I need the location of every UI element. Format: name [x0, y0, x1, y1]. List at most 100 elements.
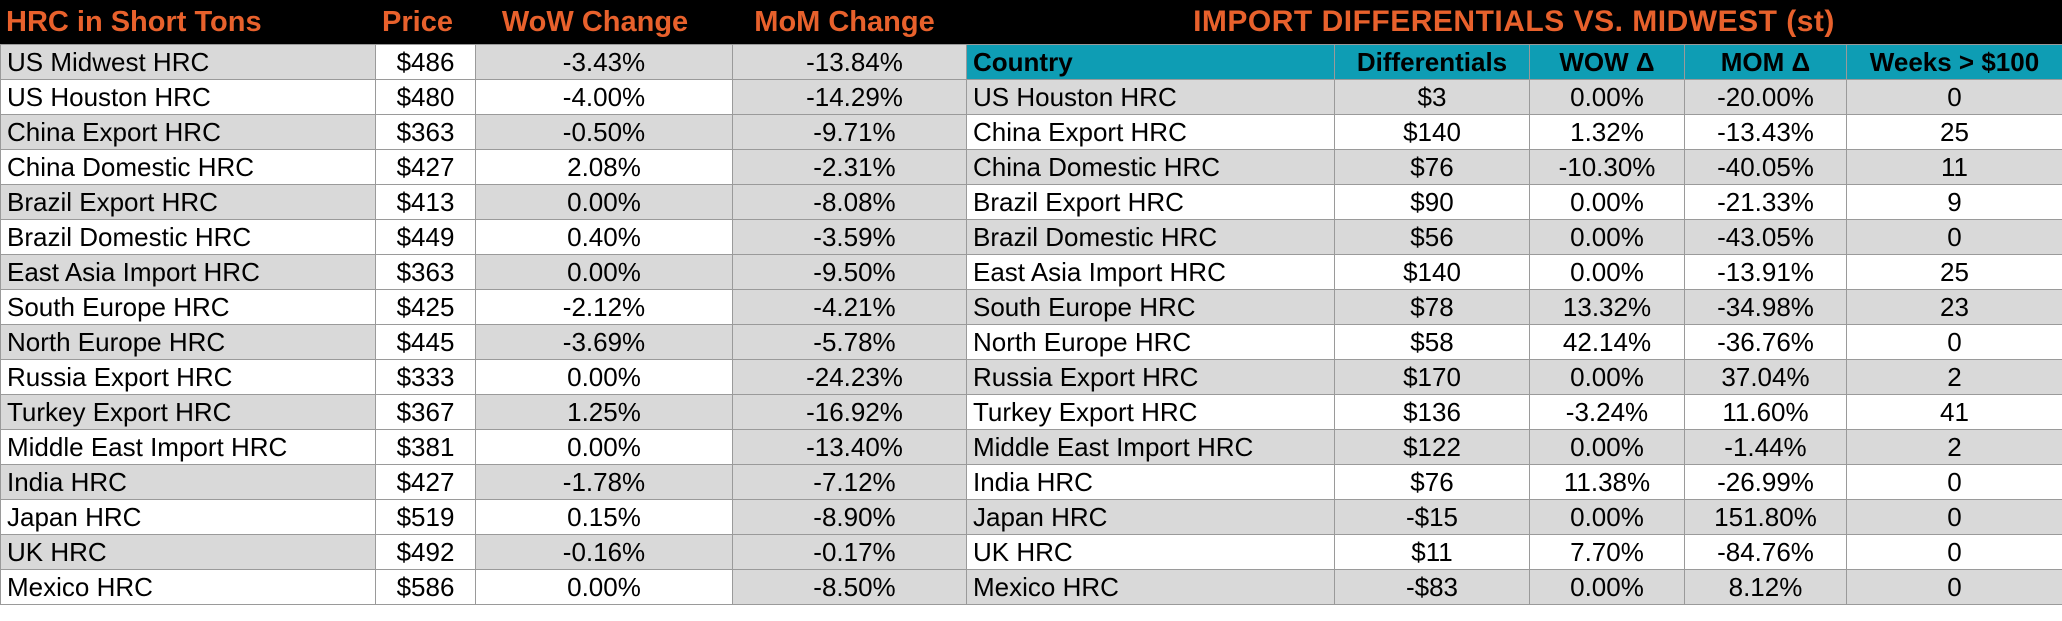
row-wow-change: 0.00% [475, 254, 733, 290]
row-wow-delta: 0.00% [1529, 359, 1685, 395]
import-differentials-header-row: Country Differentials WOW Δ MOM Δ Weeks … [966, 44, 2062, 80]
row-wow-delta: 0.00% [1529, 219, 1685, 255]
row-wow-delta: -3.24% [1529, 394, 1685, 430]
row-name: Brazil Export HRC [0, 184, 376, 220]
row-differential: $76 [1334, 464, 1530, 500]
row-mom-delta: 151.80% [1684, 499, 1847, 535]
header-price: Price [382, 5, 453, 38]
row-name: Japan HRC [0, 499, 376, 535]
row-mom-delta: -84.76% [1684, 534, 1847, 570]
row-mom-change: -8.90% [732, 499, 977, 535]
row-country: East Asia Import HRC [966, 254, 1335, 290]
table-row: US Midwest HRC $486 -3.43% -13.84% [0, 44, 977, 80]
row-mom-change: -8.50% [732, 569, 977, 605]
row-price: $367 [375, 394, 476, 430]
row-mom-change: -3.59% [732, 219, 977, 255]
table-row: China Export HRC $363 -0.50% -9.71% [0, 114, 977, 150]
row-price: $449 [375, 219, 476, 255]
row-mom-delta: -13.91% [1684, 254, 1847, 290]
row-price: $492 [375, 534, 476, 570]
row-wow-change: -0.50% [475, 114, 733, 150]
row-country: Mexico HRC [966, 569, 1335, 605]
row-mom-change: -9.50% [732, 254, 977, 290]
row-mom-delta: 11.60% [1684, 394, 1847, 430]
table-row: Middle East Import HRC $381 0.00% -13.40% [0, 429, 977, 465]
row-wow-delta: 0.00% [1529, 184, 1685, 220]
row-weeks-over-100: 2 [1846, 359, 2062, 395]
row-mom-change: -7.12% [732, 464, 977, 500]
row-wow-delta: 0.00% [1529, 569, 1685, 605]
row-wow-delta: 13.32% [1529, 289, 1685, 325]
table-row: UK HRC $11 7.70% -84.76% 0 [966, 534, 2062, 570]
header-wow-delta: WOW Δ [1529, 44, 1685, 80]
header-weeks-over-100: Weeks > $100 [1846, 44, 2062, 80]
row-differential: $78 [1334, 289, 1530, 325]
row-name: Mexico HRC [0, 569, 376, 605]
row-wow-delta: 0.00% [1529, 79, 1685, 115]
row-wow-change: 0.15% [475, 499, 733, 535]
header-mom-change: MoM Change [754, 5, 935, 38]
row-name: US Midwest HRC [0, 44, 376, 80]
table-row: South Europe HRC $78 13.32% -34.98% 23 [966, 289, 2062, 325]
row-weeks-over-100: 0 [1846, 534, 2062, 570]
hrc-price-table: HRC in Short Tons Price WoW Change MoM C… [0, 0, 977, 605]
row-mom-change: -14.29% [732, 79, 977, 115]
row-price: $333 [375, 359, 476, 395]
row-mom-delta: 8.12% [1684, 569, 1847, 605]
row-wow-delta: 0.00% [1529, 254, 1685, 290]
row-wow-delta: 7.70% [1529, 534, 1685, 570]
row-country: US Houston HRC [966, 79, 1335, 115]
row-wow-delta: 1.32% [1529, 114, 1685, 150]
row-name: India HRC [0, 464, 376, 500]
hrc-price-rows: US Midwest HRC $486 -3.43% -13.84% US Housto… [0, 44, 977, 605]
table-row: Brazil Export HRC $90 0.00% -21.33% 9 [966, 184, 2062, 220]
row-name: South Europe HRC [0, 289, 376, 325]
row-name: UK HRC [0, 534, 376, 570]
row-weeks-over-100: 41 [1846, 394, 2062, 430]
row-mom-change: -16.92% [732, 394, 977, 430]
row-differential: -$15 [1334, 499, 1530, 535]
table-row: Brazil Domestic HRC $56 0.00% -43.05% 0 [966, 219, 2062, 255]
row-price: $519 [375, 499, 476, 535]
table-row: US Houston HRC $3 0.00% -20.00% 0 [966, 79, 2062, 115]
table-row: Mexico HRC -$83 0.00% 8.12% 0 [966, 569, 2062, 605]
row-country: Brazil Domestic HRC [966, 219, 1335, 255]
row-country: China Domestic HRC [966, 149, 1335, 185]
import-differentials-table: IMPORT DIFFERENTIALS VS. MIDWEST (st) Co… [966, 0, 2062, 605]
row-country: Russia Export HRC [966, 359, 1335, 395]
row-country: Japan HRC [966, 499, 1335, 535]
row-wow-change: 0.00% [475, 569, 733, 605]
row-differential: $170 [1334, 359, 1530, 395]
row-weeks-over-100: 0 [1846, 569, 2062, 605]
row-differential: $90 [1334, 184, 1530, 220]
row-mom-delta: -36.76% [1684, 324, 1847, 360]
row-mom-delta: 37.04% [1684, 359, 1847, 395]
row-country: Middle East Import HRC [966, 429, 1335, 465]
row-wow-change: -0.16% [475, 534, 733, 570]
row-country: China Export HRC [966, 114, 1335, 150]
row-name: Middle East Import HRC [0, 429, 376, 465]
row-name: US Houston HRC [0, 79, 376, 115]
table-row: North Europe HRC $58 42.14% -36.76% 0 [966, 324, 2062, 360]
row-differential: $58 [1334, 324, 1530, 360]
row-price: $363 [375, 254, 476, 290]
row-wow-change: 0.40% [475, 219, 733, 255]
row-mom-change: -2.31% [732, 149, 977, 185]
row-mom-delta: -34.98% [1684, 289, 1847, 325]
row-wow-delta: 42.14% [1529, 324, 1685, 360]
row-wow-change: 0.00% [475, 184, 733, 220]
row-name: China Domestic HRC [0, 149, 376, 185]
table-row: Japan HRC $519 0.15% -8.90% [0, 499, 977, 535]
row-mom-change: -0.17% [732, 534, 977, 570]
row-differential: $140 [1334, 254, 1530, 290]
row-wow-change: 1.25% [475, 394, 733, 430]
row-price: $425 [375, 289, 476, 325]
row-wow-change: 0.00% [475, 429, 733, 465]
row-price: $427 [375, 464, 476, 500]
row-country: Turkey Export HRC [966, 394, 1335, 430]
row-differential: $11 [1334, 534, 1530, 570]
table-row: Brazil Export HRC $413 0.00% -8.08% [0, 184, 977, 220]
row-mom-delta: -43.05% [1684, 219, 1847, 255]
table-row: Middle East Import HRC $122 0.00% -1.44% 2 [966, 429, 2062, 465]
